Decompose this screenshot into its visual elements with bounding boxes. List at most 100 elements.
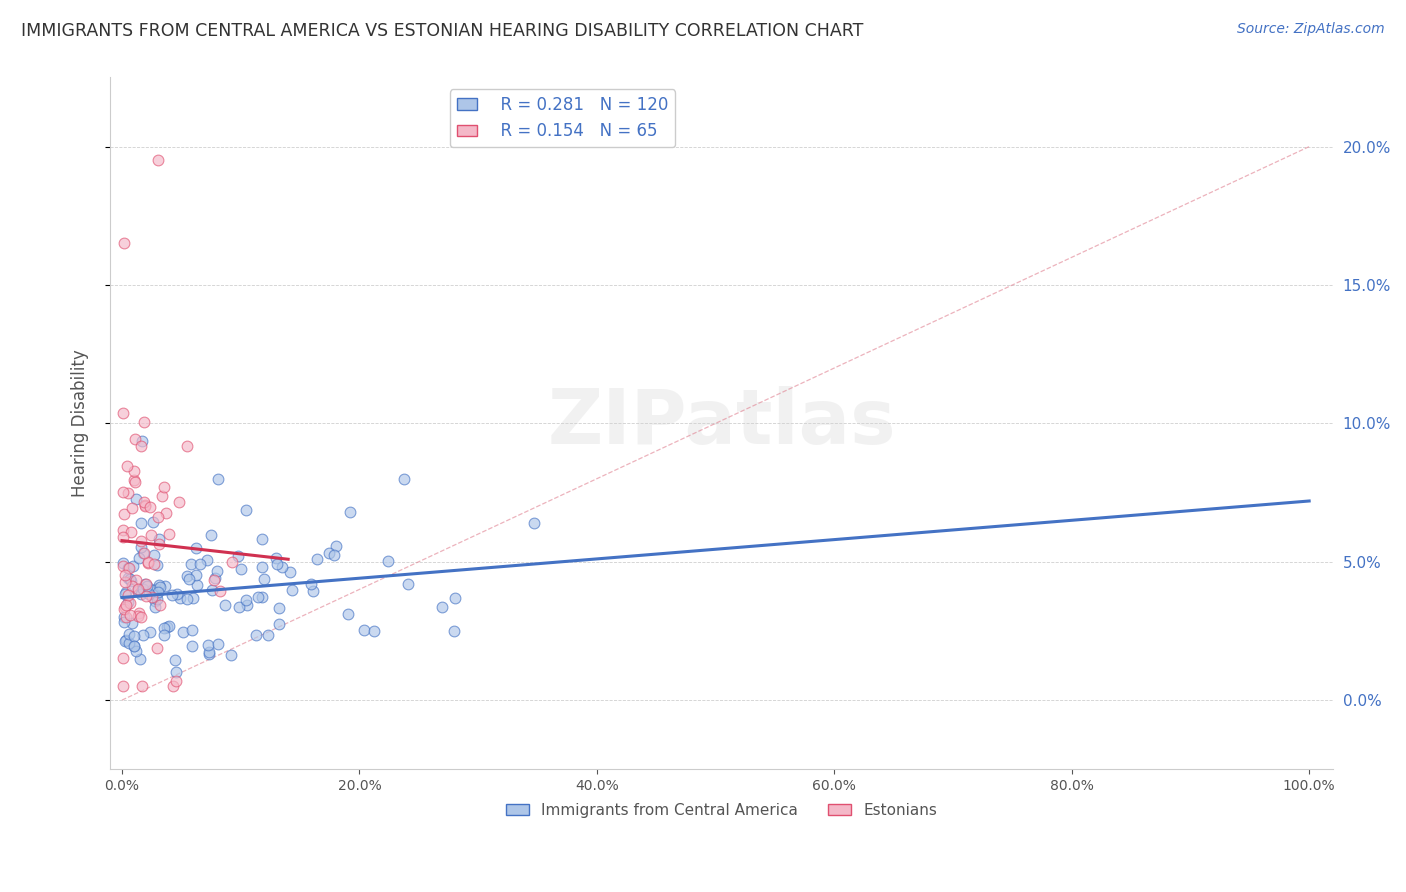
Point (128, 652, 150, 666)
Point (197, 647, 219, 661)
Point (229, 562, 252, 576)
Point (111, 679, 134, 693)
Point (112, 484, 135, 499)
Point (117, 571, 139, 585)
Point (146, 585, 169, 599)
Point (235, 592, 257, 607)
Point (120, 525, 142, 540)
Point (118, 626, 141, 640)
Text: Source: ZipAtlas.com: Source: ZipAtlas.com (1237, 22, 1385, 37)
Point (208, 583, 231, 598)
Point (132, 495, 155, 509)
Point (228, 600, 250, 615)
Legend: Immigrants from Central America, Estonians: Immigrants from Central America, Estonia… (499, 797, 943, 824)
Point (134, 500, 156, 514)
Point (124, 475, 146, 490)
Point (165, 673, 187, 688)
Point (115, 459, 138, 474)
Point (135, 576, 157, 591)
Point (121, 500, 143, 515)
Point (150, 489, 173, 503)
Point (148, 537, 170, 551)
Point (118, 636, 141, 650)
Point (267, 601, 290, 615)
Point (149, 580, 172, 594)
Point (169, 495, 191, 509)
Point (157, 527, 180, 541)
Point (121, 579, 143, 593)
Point (195, 553, 218, 567)
Point (278, 565, 301, 579)
Point (176, 439, 198, 453)
Point (160, 588, 183, 602)
Point (198, 645, 221, 659)
Point (125, 492, 148, 507)
Point (207, 472, 229, 486)
Point (139, 625, 162, 640)
Point (146, 640, 169, 655)
Point (166, 587, 188, 601)
Point (257, 628, 280, 642)
Point (112, 236, 135, 251)
Point (131, 679, 153, 693)
Point (134, 498, 156, 512)
Point (207, 637, 229, 651)
Point (143, 593, 166, 607)
Point (221, 648, 243, 662)
Point (125, 573, 148, 587)
Point (127, 609, 149, 624)
Point (111, 530, 134, 544)
Point (221, 555, 243, 569)
Point (181, 624, 204, 638)
Point (129, 587, 152, 601)
Point (157, 619, 180, 633)
Point (155, 579, 177, 593)
Point (228, 549, 250, 563)
Point (112, 601, 135, 615)
Point (121, 559, 143, 574)
Point (141, 583, 163, 598)
Point (179, 573, 201, 587)
Point (145, 582, 167, 596)
Point (131, 434, 153, 448)
Point (122, 464, 145, 478)
Point (318, 546, 340, 560)
Point (169, 591, 191, 605)
Point (117, 561, 139, 575)
Point (146, 558, 169, 573)
Point (115, 633, 138, 648)
Point (115, 609, 138, 624)
Point (299, 577, 322, 591)
Text: IMMIGRANTS FROM CENTRAL AMERICA VS ESTONIAN HEARING DISABILITY CORRELATION CHART: IMMIGRANTS FROM CENTRAL AMERICA VS ESTON… (21, 22, 863, 40)
Point (250, 560, 273, 574)
Point (305, 552, 328, 566)
Point (129, 610, 152, 624)
Point (135, 589, 157, 603)
Point (377, 554, 399, 568)
Point (128, 606, 150, 620)
Point (114, 575, 136, 590)
Point (120, 608, 142, 623)
Point (132, 546, 155, 560)
Point (353, 623, 375, 637)
Point (148, 577, 170, 591)
Point (430, 600, 453, 615)
Point (117, 588, 139, 602)
Point (135, 578, 157, 592)
Point (214, 598, 236, 612)
Point (138, 555, 160, 569)
Point (280, 583, 302, 598)
Point (204, 571, 226, 585)
Point (131, 540, 153, 554)
Point (146, 591, 169, 606)
Point (337, 607, 360, 621)
Point (322, 548, 344, 562)
Point (250, 590, 273, 604)
Point (112, 507, 135, 521)
Point (117, 595, 139, 609)
Point (176, 569, 198, 583)
Point (118, 572, 141, 586)
Point (127, 583, 149, 598)
Point (121, 615, 143, 630)
Point (112, 651, 135, 665)
